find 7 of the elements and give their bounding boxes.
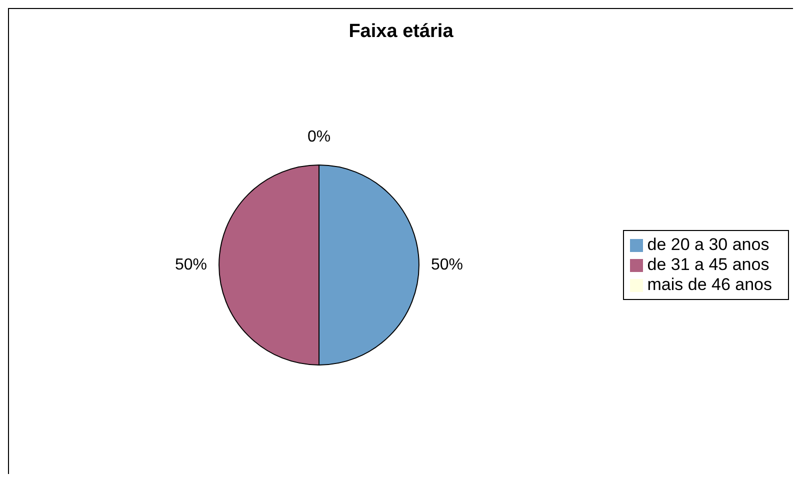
data-label: 50% [174,256,208,274]
data-label: 50% [430,256,464,274]
chart-title: Faixa etária [348,20,454,44]
legend-label: de 20 a 30 anos [647,235,770,254]
legend-label: de 31 a 45 anos [647,255,770,274]
text: 0% [307,128,331,146]
legend-label: mais de 46 anos [647,275,772,294]
